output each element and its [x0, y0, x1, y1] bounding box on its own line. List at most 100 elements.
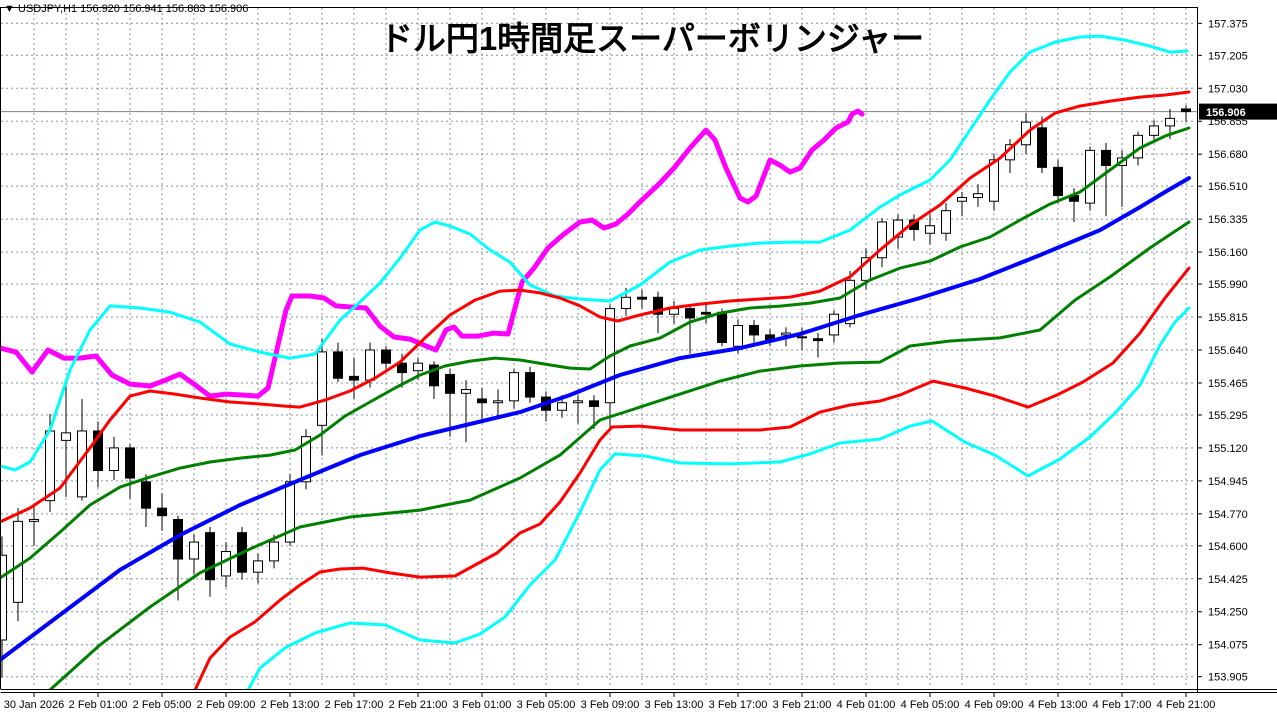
- time-axis-label: 3 Feb 17:00: [709, 699, 768, 711]
- time-axis-label: 4 Feb 13:00: [1029, 699, 1088, 711]
- candle-body: [125, 447, 135, 479]
- candle-bearish: [477, 387, 487, 422]
- candle-body: [381, 349, 391, 364]
- candle-bearish: [333, 342, 343, 383]
- candle-body: [477, 398, 487, 404]
- time-axis-label: 4 Feb 01:00: [837, 699, 896, 711]
- candle-body: [445, 373, 455, 394]
- candle-body: [637, 296, 647, 300]
- candle-bearish: [701, 304, 711, 324]
- current-price-tag-bg: [1199, 103, 1277, 120]
- time-axis-label: 2 Feb 13:00: [261, 699, 320, 711]
- candle-body: [861, 257, 871, 281]
- chart-title: ドル円1時間足スーパーボリンジャー: [380, 20, 924, 57]
- candle-body: [461, 389, 471, 394]
- candle-body: [189, 541, 199, 560]
- candle-body: [733, 325, 743, 347]
- candle-bearish: [637, 289, 647, 309]
- current-price-tag: 156.906: [1199, 103, 1277, 120]
- time-axis-label: 4 Feb 05:00: [901, 699, 960, 711]
- candle-bullish: [877, 218, 887, 268]
- time-axis-label: 4 Feb 09:00: [965, 699, 1024, 711]
- candle-bearish: [525, 366, 535, 403]
- candle-bullish: [925, 214, 935, 245]
- candle-bearish: [749, 319, 759, 343]
- candle-body: [973, 193, 983, 198]
- time-axis-label: 3 Feb 05:00: [517, 699, 576, 711]
- candle-body: [653, 296, 663, 315]
- time-axis-label: 2 Feb 09:00: [197, 699, 256, 711]
- candle-body: [157, 507, 167, 517]
- price-axis-label: 156.335: [1208, 214, 1248, 226]
- indicator-lines-layer: [1, 34, 1191, 689]
- candle-body: [205, 532, 215, 581]
- candle-bullish: [973, 184, 983, 207]
- candle-body: [941, 210, 951, 234]
- candle-bullish: [1149, 120, 1159, 143]
- symbol-dropdown-icon[interactable]: ▼: [4, 3, 15, 15]
- price-axis-label: 155.815: [1208, 312, 1248, 324]
- candle-body: [1085, 149, 1095, 204]
- candle-body: [701, 311, 711, 315]
- current-price-tag-value: 156.906: [1206, 107, 1246, 119]
- candle-body: [957, 196, 967, 202]
- candle-bullish: [941, 203, 951, 241]
- candle-body: [525, 372, 535, 398]
- candle-body: [1149, 125, 1159, 136]
- candle-bearish: [125, 444, 135, 499]
- price-axis-label: 156.510: [1208, 181, 1248, 193]
- candle-body: [925, 225, 935, 234]
- candle-body: [1053, 166, 1063, 197]
- candle-bullish: [317, 338, 327, 456]
- price-axis-label: 157.205: [1208, 50, 1248, 62]
- candle-body: [141, 481, 151, 509]
- time-axis-label: 3 Feb 13:00: [645, 699, 704, 711]
- candle-body: [893, 219, 903, 238]
- indicator-line-plus-1-sigma: [1, 126, 1191, 580]
- price-axis-label: 155.640: [1208, 345, 1248, 357]
- candle-bearish: [141, 474, 151, 528]
- price-axis-label: 155.990: [1208, 279, 1248, 291]
- candle-bullish: [461, 380, 471, 443]
- candle-bullish: [573, 395, 583, 424]
- candle-body: [301, 436, 311, 483]
- candle-body: [29, 518, 39, 522]
- price-axis-label: 153.905: [1208, 672, 1248, 684]
- price-axis-label: 154.250: [1208, 607, 1248, 619]
- candle-body: [669, 308, 679, 315]
- time-axis-label: 3 Feb 21:00: [773, 699, 832, 711]
- price-axis-label: 156.680: [1208, 149, 1248, 161]
- candle-bullish: [269, 534, 279, 569]
- price-axis-label: 157.030: [1208, 83, 1248, 95]
- candle-bullish: [797, 327, 807, 351]
- candle-bearish: [349, 357, 359, 399]
- candle-body: [989, 159, 999, 202]
- candle-body: [45, 430, 55, 502]
- candle-bullish: [253, 553, 263, 584]
- candle-body: [749, 325, 759, 336]
- time-axis[interactable]: 30 Jan 2026 2 Feb 01:00 2 Feb 05:00 2 Feb 0…: [4, 693, 1216, 711]
- candle-body: [717, 311, 727, 343]
- candle-body: [813, 338, 823, 342]
- symbol-info: USDJPY,H1 156.920 156.941 156.883 156.90…: [18, 3, 248, 15]
- price-axis[interactable]: 157.375157.205157.030156.855156.680156.5…: [1197, 18, 1248, 684]
- candle-body: [797, 336, 807, 339]
- candle-body: [397, 362, 407, 374]
- price-axis-label: 154.945: [1208, 476, 1248, 488]
- indicator-line-minus-1-sigma: [48, 220, 1191, 689]
- candle-body: [589, 400, 599, 407]
- candle-bearish: [1053, 159, 1063, 204]
- candle-bearish: [653, 291, 663, 334]
- time-axis-label: 2 Feb 17:00: [325, 699, 384, 711]
- time-axis-label: 30 Jan 2026: [4, 699, 65, 711]
- candle-bullish: [29, 504, 39, 546]
- candle-body: [253, 560, 263, 573]
- candle-body: [61, 432, 71, 441]
- candle-body: [93, 430, 103, 472]
- time-axis-label: 2 Feb 05:00: [133, 699, 192, 711]
- candle-body: [685, 308, 695, 319]
- candle-bullish: [893, 214, 903, 249]
